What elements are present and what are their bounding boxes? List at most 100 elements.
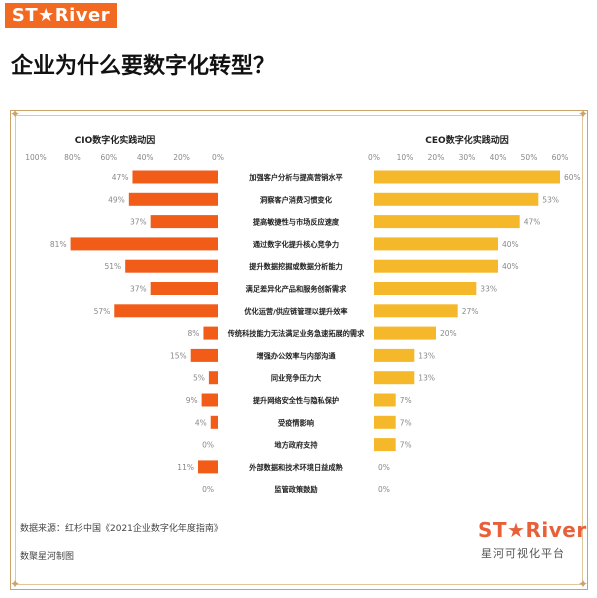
cio-value-label: 47% <box>112 173 129 182</box>
ceo-bar <box>374 438 396 452</box>
corner-ornament-icon: ✦ <box>10 107 21 121</box>
ceo-bar <box>374 371 415 385</box>
cio-value-label: 37% <box>130 285 147 294</box>
category-label: 同业竞争压力大 <box>271 374 322 383</box>
cio-tick-label: 60% <box>100 153 117 162</box>
chart-row: 0% 监管政策鼓励 0% <box>202 485 390 494</box>
category-label: 受疫情影响 <box>278 418 314 427</box>
chart-row: 51% 提升数据挖掘或数据分析能力 40% <box>105 259 519 273</box>
cio-bar <box>208 371 218 385</box>
category-label: 提升网络安全性与隐私保护 <box>252 396 339 405</box>
starriver-logo: ST★River <box>5 3 117 28</box>
ceo-value-label: 7% <box>400 418 412 427</box>
cio-value-label: 4% <box>195 418 207 427</box>
cio-bar <box>150 215 218 229</box>
cio-value-label: 49% <box>108 195 125 204</box>
corner-ornament-icon: ✦ <box>578 577 589 591</box>
ceo-bar <box>374 348 415 362</box>
category-label: 提高敏捷性与市场反应速度 <box>252 218 340 227</box>
cio-bar <box>210 415 218 429</box>
ceo-bar <box>374 304 458 318</box>
ceo-panel-title: CEO数字化实践动因 <box>425 134 508 146</box>
category-label: 满足差异化产品和服务创新需求 <box>246 285 347 294</box>
ceo-bar <box>374 192 539 206</box>
ceo-value-label: 40% <box>502 240 519 249</box>
cio-bar <box>201 393 218 407</box>
data-source-note: 数据来源：红杉中国《2021企业数字化年度指南》 <box>20 524 223 534</box>
cio-value-label: 0% <box>202 485 214 494</box>
cio-value-label: 9% <box>186 396 198 405</box>
cio-axis-ticks: 100% 80% 60% 40% 20% 0% <box>25 153 224 162</box>
ceo-value-label: 20% <box>440 329 457 338</box>
ceo-bar <box>374 282 477 295</box>
cio-value-label: 5% <box>193 374 205 383</box>
cio-value-label: 81% <box>50 240 67 249</box>
category-label: 提升数据挖掘或数据分析能力 <box>248 262 342 271</box>
ceo-bar <box>374 415 396 429</box>
chart-row: 37% 满足差异化产品和服务创新需求 33% <box>130 282 497 295</box>
category-label: 增强办公效率与内部沟通 <box>256 351 336 360</box>
category-label: 优化运营/供应链管理以提升效率 <box>244 307 347 316</box>
ceo-value-label: 33% <box>480 285 497 294</box>
ceo-tick-label: 10% <box>397 153 414 162</box>
cio-bar <box>197 460 218 474</box>
ceo-tick-label: 40% <box>490 153 507 162</box>
category-label: 监管政策鼓励 <box>274 485 317 494</box>
category-label: 洞察客户消费习惯变化 <box>260 195 333 204</box>
chart-row: 9% 提升网络安全性与隐私保护 7% <box>186 393 412 407</box>
cio-bar <box>114 304 218 318</box>
cio-bar <box>125 259 218 273</box>
ceo-tick-label: 20% <box>428 153 445 162</box>
cio-value-label: 15% <box>170 351 187 360</box>
cio-bar <box>70 237 218 251</box>
ceo-tick-label: 50% <box>521 153 538 162</box>
category-label: 地方政府支持 <box>274 441 318 450</box>
category-label: 通过数字化提升核心竞争力 <box>253 240 339 249</box>
chart-row: 49% 洞察客户消费习惯变化 53% <box>108 192 559 206</box>
chart-row: 37% 提高敏捷性与市场反应速度 47% <box>130 215 541 229</box>
chart-row: 47% 加强客户分析与提高营销水平 60% <box>112 170 581 184</box>
brand-logo: ST★River <box>478 518 587 542</box>
cio-bar <box>203 326 218 340</box>
ceo-value-label: 7% <box>400 396 412 405</box>
page-title: 企业为什么要数字化转型？ <box>11 54 276 79</box>
cio-value-label: 51% <box>105 262 122 271</box>
cio-value-label: 0% <box>202 441 214 450</box>
cio-bar <box>128 192 218 206</box>
category-label: 外部数据和技术环境日益成熟 <box>248 463 343 472</box>
cio-panel-title: CIO数字化实践动因 <box>75 134 156 146</box>
ceo-axis-ticks: 0% 10% 20% 30% 40% 50% 60% <box>368 153 568 162</box>
chart-row: 4% 受疫情影响 7% <box>195 415 412 429</box>
ceo-value-label: 0% <box>378 463 390 472</box>
cio-tick-label: 0% <box>212 153 224 162</box>
category-label: 加强客户分析与提高营销水平 <box>248 173 342 182</box>
cio-tick-label: 100% <box>25 153 46 162</box>
chart-row: 11% 外部数据和技术环境日益成熟 0% <box>177 460 390 474</box>
ceo-tick-label: 0% <box>368 153 380 162</box>
ceo-value-label: 60% <box>564 173 581 182</box>
ceo-bar <box>374 215 520 229</box>
cio-value-label: 11% <box>177 463 194 472</box>
ceo-value-label: 47% <box>524 218 541 227</box>
cio-value-label: 57% <box>94 307 111 316</box>
brand-subtitle: 星河可视化平台 <box>481 547 565 560</box>
chart-maker-note: 数聚星河制图 <box>20 552 75 562</box>
frame-inner-border <box>15 115 583 585</box>
ceo-value-label: 13% <box>418 351 435 360</box>
ceo-value-label: 13% <box>418 374 435 383</box>
chart-rows: 47% 加强客户分析与提高营销水平 60% 49% 洞察客户消费习惯变化 53% 37% 提高… <box>50 170 581 494</box>
ceo-value-label: 27% <box>462 307 479 316</box>
cio-bar <box>150 282 218 295</box>
cio-value-label: 37% <box>130 218 147 227</box>
chart-row: 81% 通过数字化提升核心竞争力 40% <box>50 237 519 251</box>
ceo-bar <box>374 326 436 340</box>
chart-row: 5% 同业竞争压力大 13% <box>193 371 435 385</box>
ceo-bar <box>374 170 560 184</box>
ceo-value-label: 40% <box>502 262 519 271</box>
cio-tick-label: 80% <box>64 153 81 162</box>
cio-tick-label: 20% <box>173 153 190 162</box>
ceo-value-label: 7% <box>400 441 412 450</box>
corner-ornament-icon: ✦ <box>578 107 589 121</box>
ceo-bar <box>374 259 498 273</box>
